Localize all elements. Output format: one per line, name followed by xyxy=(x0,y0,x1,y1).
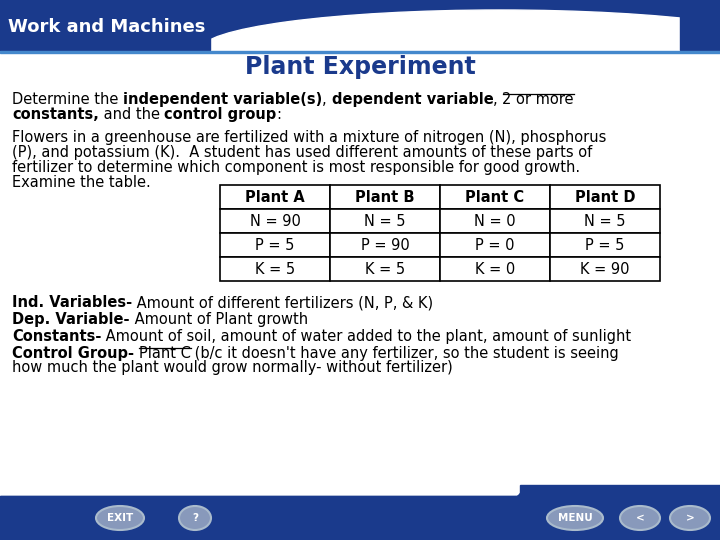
Ellipse shape xyxy=(200,10,720,90)
Text: P = 5: P = 5 xyxy=(256,238,294,253)
Text: Dep. Variable-: Dep. Variable- xyxy=(12,312,130,327)
Text: Work and Machines: Work and Machines xyxy=(8,18,205,36)
Ellipse shape xyxy=(620,506,660,530)
Text: K = 0: K = 0 xyxy=(475,261,515,276)
Text: Flowers in a greenhouse are fertilized with a mixture of nitrogen (N), phosphoru: Flowers in a greenhouse are fertilized w… xyxy=(12,130,606,145)
Bar xyxy=(220,233,330,257)
Bar xyxy=(440,233,550,257)
Text: independent variable(s): independent variable(s) xyxy=(123,92,323,107)
Text: Amount of different fertilizers (N, P, & K): Amount of different fertilizers (N, P, &… xyxy=(132,295,433,310)
Text: Plant C: Plant C xyxy=(139,346,191,361)
Text: how much the plant would grow normally- without fertilizer): how much the plant would grow normally- … xyxy=(12,360,453,375)
Bar xyxy=(440,209,550,233)
Text: Ind. Variables-: Ind. Variables- xyxy=(12,295,132,310)
Text: P = 0: P = 0 xyxy=(475,238,515,253)
Text: Plant A: Plant A xyxy=(245,190,305,205)
Bar xyxy=(440,257,550,281)
Bar xyxy=(520,485,720,540)
Text: P = 90: P = 90 xyxy=(361,238,410,253)
Ellipse shape xyxy=(670,506,710,530)
Bar xyxy=(550,257,660,281)
Text: P = 5: P = 5 xyxy=(585,238,625,253)
Text: Plant Experiment: Plant Experiment xyxy=(245,55,475,79)
Text: 2 or more: 2 or more xyxy=(503,92,574,107)
Text: ,: , xyxy=(323,92,331,107)
Text: Determine the: Determine the xyxy=(12,92,123,107)
Text: K = 5: K = 5 xyxy=(365,261,405,276)
Bar xyxy=(330,257,440,281)
Bar xyxy=(0,0,720,50)
Ellipse shape xyxy=(0,455,520,525)
Text: (b/c it doesn't have any fertilizer, so the student is seeing: (b/c it doesn't have any fertilizer, so … xyxy=(191,346,619,361)
Text: ,: , xyxy=(493,92,503,107)
Bar xyxy=(550,185,660,209)
Ellipse shape xyxy=(179,506,211,530)
Text: N = 5: N = 5 xyxy=(584,213,626,228)
Bar xyxy=(0,492,720,496)
Ellipse shape xyxy=(96,506,144,530)
Ellipse shape xyxy=(547,506,603,530)
Bar xyxy=(440,185,550,209)
Bar xyxy=(330,209,440,233)
Bar xyxy=(550,233,660,257)
Text: EXIT: EXIT xyxy=(107,513,133,523)
Text: N = 5: N = 5 xyxy=(364,213,406,228)
Text: Examine the table.: Examine the table. xyxy=(12,175,150,190)
Bar xyxy=(0,496,720,540)
Text: K = 5: K = 5 xyxy=(255,261,295,276)
Text: dependent variable: dependent variable xyxy=(331,92,493,107)
Text: control group: control group xyxy=(164,107,276,122)
Text: >: > xyxy=(685,513,694,523)
Text: K = 90: K = 90 xyxy=(580,261,630,276)
Text: Constants-: Constants- xyxy=(12,329,102,344)
Bar xyxy=(330,233,440,257)
Bar xyxy=(0,51,720,53)
Bar xyxy=(550,209,660,233)
Text: Control Group-: Control Group- xyxy=(12,346,134,361)
Text: Amount of Plant growth: Amount of Plant growth xyxy=(130,312,307,327)
Bar xyxy=(0,0,210,50)
Text: Plant B: Plant B xyxy=(355,190,415,205)
Bar xyxy=(0,496,720,540)
Bar xyxy=(220,209,330,233)
Bar xyxy=(330,185,440,209)
Text: Amount of soil, amount of water added to the plant, amount of sunlight: Amount of soil, amount of water added to… xyxy=(102,329,631,344)
Text: MENU: MENU xyxy=(557,513,593,523)
Bar xyxy=(220,257,330,281)
Text: :: : xyxy=(276,107,282,122)
Text: fertilizer to determine which component is most responsible for good growth.: fertilizer to determine which component … xyxy=(12,160,580,175)
Bar xyxy=(680,0,720,50)
Text: <: < xyxy=(636,513,644,523)
Text: N = 90: N = 90 xyxy=(250,213,300,228)
Bar xyxy=(220,185,330,209)
Text: N = 0: N = 0 xyxy=(474,213,516,228)
Text: Plant D: Plant D xyxy=(575,190,635,205)
Text: constants,: constants, xyxy=(12,107,99,122)
Bar xyxy=(0,40,720,495)
Text: ?: ? xyxy=(192,513,198,523)
Text: and the: and the xyxy=(99,107,164,122)
Text: Plant C: Plant C xyxy=(465,190,525,205)
Text: (P), and potassium (K).  A student has used different amounts of these parts of: (P), and potassium (K). A student has us… xyxy=(12,145,593,160)
